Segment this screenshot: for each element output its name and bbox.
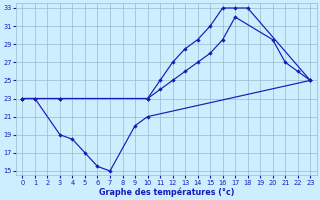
X-axis label: Graphe des températures (°c): Graphe des températures (°c) [99,187,234,197]
